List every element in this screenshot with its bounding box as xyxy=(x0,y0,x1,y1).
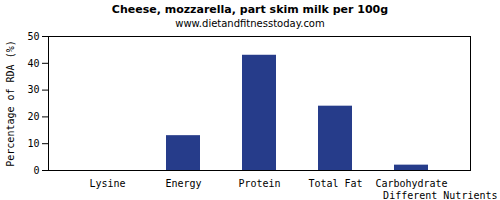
html-text:Cheese, mozzarella, part skim: Cheese, mozzarella, part skim milk per 1… xyxy=(111,3,389,16)
svg-text:20: 20 xyxy=(27,111,39,122)
svg-text:0: 0 xyxy=(33,165,39,176)
svg-text:Energy: Energy xyxy=(165,178,201,189)
svg-text:Protein: Protein xyxy=(238,178,280,189)
html-text:www.dietandfitnesstoday.com: www.dietandfitnesstoday.com xyxy=(175,18,325,29)
svg-text:Different Nutrients: Different Nutrients xyxy=(383,190,497,200)
svg-text:Percentage of RDA (%): Percentage of RDA (%) xyxy=(5,40,16,166)
svg-text:10: 10 xyxy=(27,138,39,149)
svg-text:Carbohydrate: Carbohydrate xyxy=(375,178,447,189)
svg-text:Total Fat: Total Fat xyxy=(308,178,362,189)
svg-text:30: 30 xyxy=(27,84,39,95)
svg-text:40: 40 xyxy=(27,58,39,69)
svg-text:50: 50 xyxy=(27,31,39,42)
svg-text:Lysine: Lysine xyxy=(89,178,125,189)
